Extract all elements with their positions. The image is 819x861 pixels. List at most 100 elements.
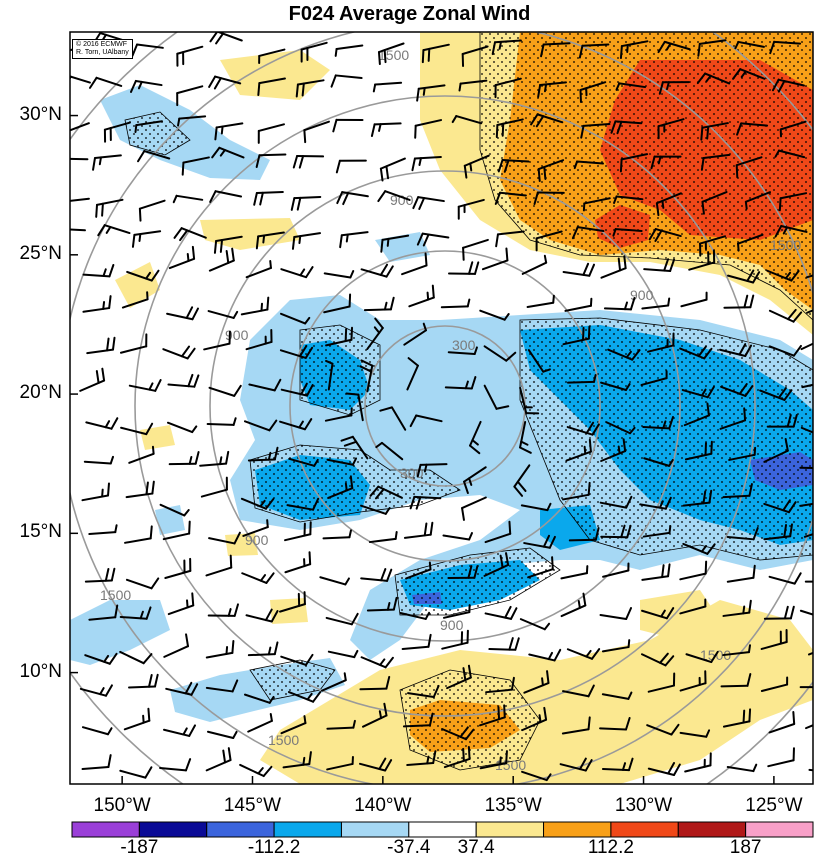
- wind-barb: [372, 81, 403, 93]
- wind-barb: [319, 576, 350, 586]
- wind-barb: [279, 344, 314, 359]
- wind-barb: [647, 672, 676, 693]
- wind-barb: [162, 345, 196, 360]
- positive-wind-region: [220, 50, 330, 100]
- wind-barb: [799, 609, 813, 616]
- wind-barb: [700, 153, 731, 171]
- wind-barb: [255, 231, 285, 250]
- wind-barb: [125, 480, 155, 499]
- wind-barb: [684, 752, 712, 773]
- wind-barb: [81, 754, 112, 771]
- wind-barb: [723, 294, 755, 309]
- wind-barb: [720, 383, 754, 397]
- wind-barb: [599, 495, 633, 509]
- wind-barb: [205, 747, 232, 772]
- wind-barb: [458, 79, 488, 92]
- colorbar-swatch: [610, 821, 679, 838]
- wind-barb: [334, 44, 364, 57]
- wind-barb: [535, 230, 563, 252]
- wind-barb: [213, 235, 243, 254]
- wind-barb: [279, 591, 306, 613]
- wind-barb: [411, 156, 442, 172]
- wind-barb: [561, 716, 591, 735]
- wind-barb: [330, 74, 363, 88]
- longitude-label: 150°W: [93, 795, 151, 816]
- wind-barb: [168, 451, 200, 466]
- colorbar-label: -37.4: [387, 837, 431, 858]
- wind-barb: [766, 269, 800, 282]
- wind-barb: [537, 159, 565, 183]
- chart-title: F024 Average Zonal Wind: [288, 3, 531, 25]
- wind-barb: [779, 120, 807, 138]
- wind-barb: [519, 618, 551, 631]
- colorbar-swatch: [138, 821, 208, 838]
- wind-barb: [567, 374, 597, 384]
- wind-barb: [483, 345, 517, 362]
- wind-barb: [722, 483, 753, 499]
- wind-barb: [380, 234, 410, 253]
- wind-barb: [176, 85, 204, 107]
- wind-barb: [732, 68, 766, 80]
- wind-barb: [86, 336, 116, 355]
- wind-barb: [82, 263, 115, 278]
- colorbar-label: 37.4: [457, 837, 495, 858]
- wind-barb: [655, 192, 682, 217]
- wind-barb: [95, 198, 124, 218]
- wind-barb: [70, 157, 89, 161]
- wind-barb: [70, 197, 90, 202]
- wind-barb: [528, 648, 562, 662]
- wind-barb: [280, 715, 307, 735]
- wind-barb: [282, 751, 312, 769]
- wind-barb: [370, 122, 402, 138]
- wind-barb: [377, 42, 405, 66]
- wind-barb: [208, 531, 241, 545]
- wind-barb: [207, 310, 239, 319]
- wind-barb: [399, 611, 431, 620]
- wind-barb: [602, 562, 630, 578]
- wind-barb: [442, 604, 471, 619]
- wind-barb: [416, 463, 448, 478]
- wind-barb: [485, 676, 515, 694]
- wind-barb: [203, 330, 231, 351]
- ring-label: 300: [452, 337, 476, 353]
- negative-wind-region: [70, 600, 170, 665]
- wind-barb: [600, 524, 632, 539]
- colorbar-swatch: [745, 821, 814, 838]
- wind-barb: [245, 328, 273, 351]
- wind-barb: [607, 348, 641, 361]
- ring-label: 900: [440, 617, 464, 633]
- wind-barb: [769, 40, 802, 55]
- wind-barb: [759, 387, 793, 401]
- wind-barb: [533, 191, 565, 206]
- wind-barb: [70, 122, 90, 132]
- wind-barb: [340, 435, 369, 460]
- wind-barb: [446, 664, 472, 690]
- wind-barb: [579, 81, 607, 103]
- wind-barb: [79, 684, 113, 697]
- wind-barb: [327, 475, 354, 499]
- wind-barb: [657, 118, 685, 140]
- wind-barb: [803, 533, 813, 538]
- wind-barb: [209, 190, 243, 203]
- wind-barb: [206, 417, 237, 426]
- wind-barb: [737, 233, 764, 252]
- wind-barb: [688, 249, 716, 271]
- wind-barb: [600, 381, 631, 392]
- wind-barb: [131, 43, 164, 57]
- wind-barb: [366, 317, 384, 350]
- wind-barb: [247, 446, 279, 462]
- wind-barb: [165, 681, 199, 696]
- wind-barb: [362, 702, 388, 728]
- wind-barb: [447, 565, 479, 579]
- wind-barb: [610, 120, 643, 135]
- wind-barb: [619, 153, 649, 173]
- wind-barb: [79, 367, 106, 392]
- wind-barb: [120, 422, 154, 436]
- wind-barb: [345, 392, 364, 422]
- wind-barb: [360, 263, 394, 278]
- wind-barb: [119, 766, 153, 779]
- wind-barb: [641, 563, 671, 581]
- wind-barb: [70, 228, 86, 232]
- wind-barb: [339, 231, 369, 249]
- wind-barb: [601, 691, 633, 700]
